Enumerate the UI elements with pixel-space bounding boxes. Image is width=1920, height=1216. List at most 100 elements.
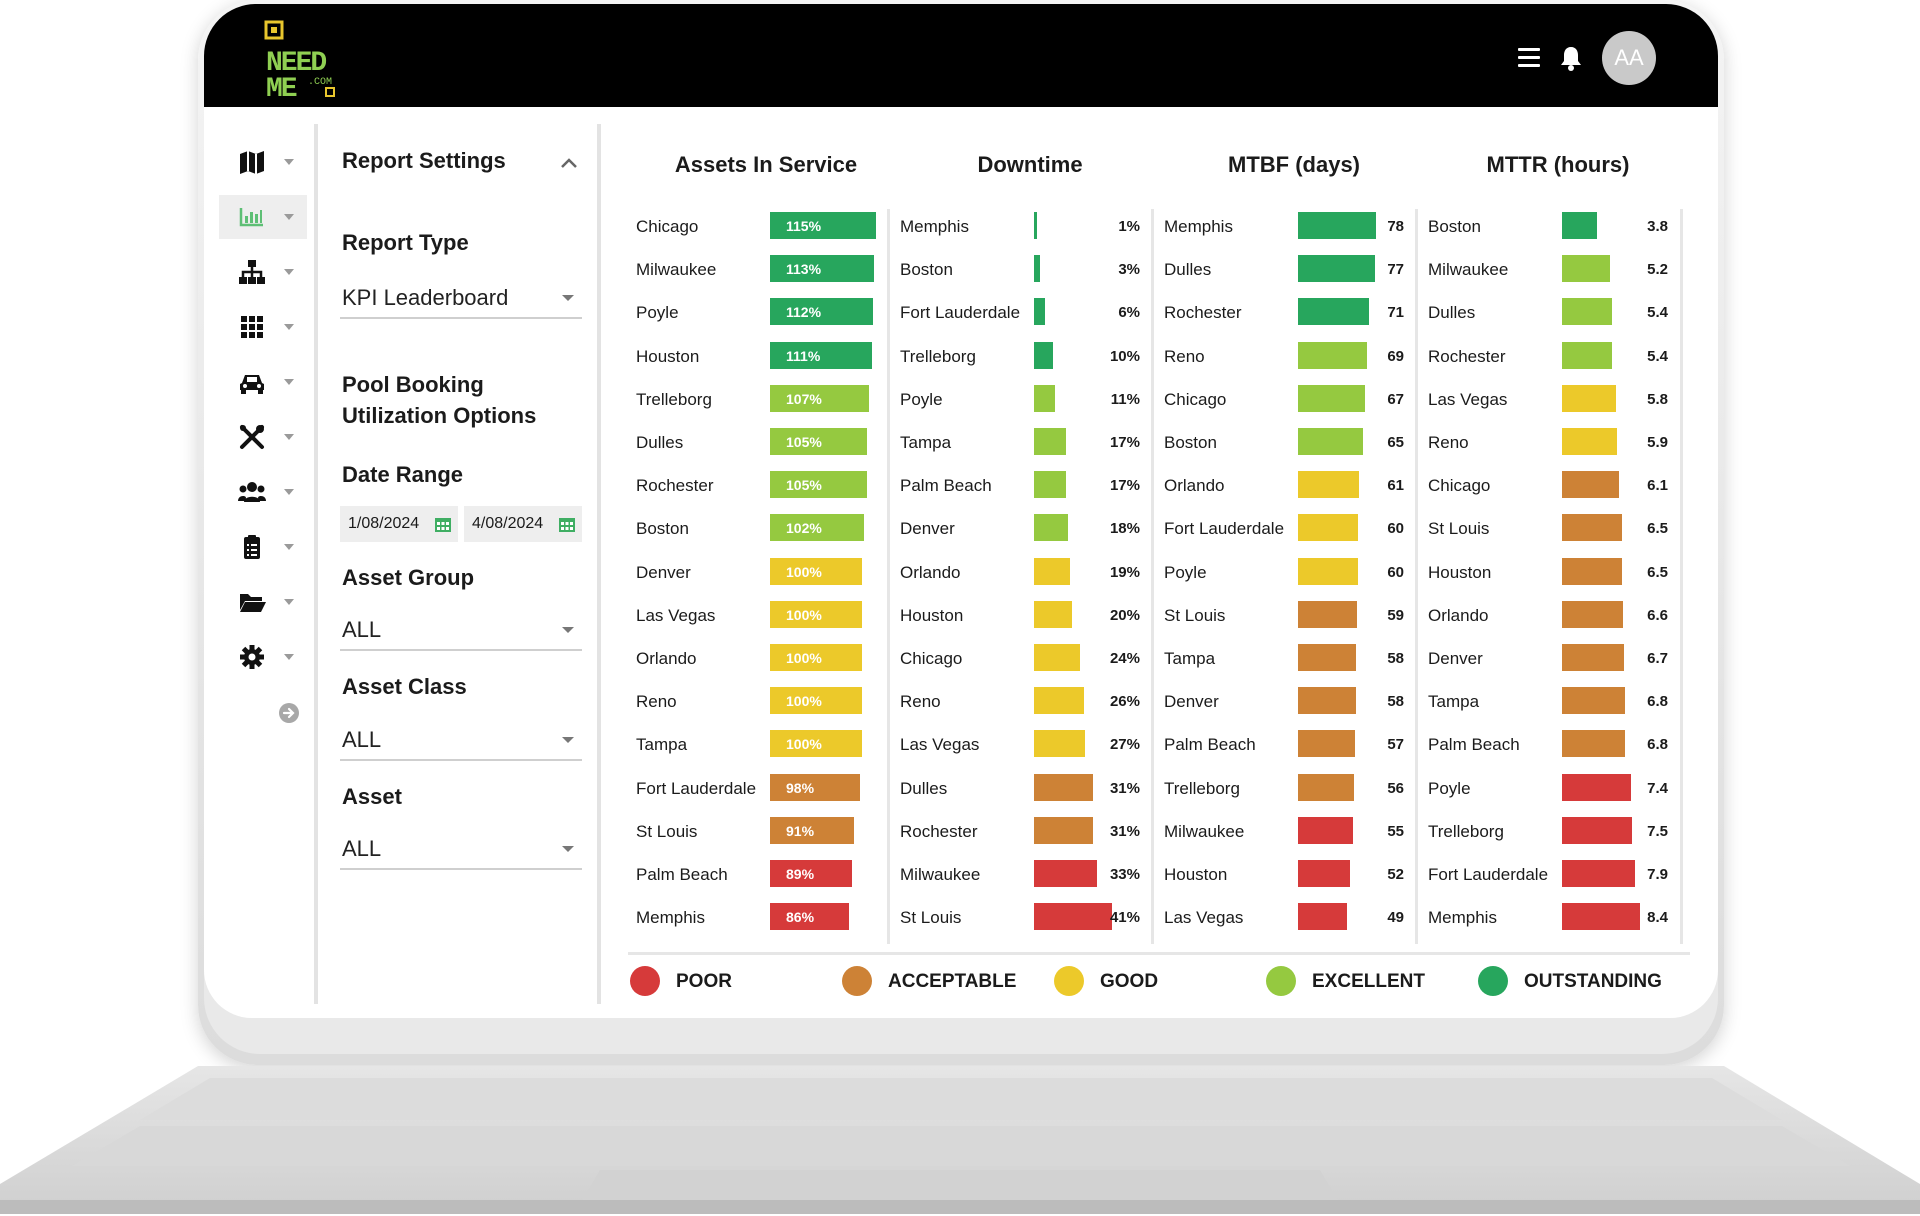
date-end-field[interactable]: 4/08/2024 (464, 506, 582, 542)
leaderboard-row: Tampa 6.8 (1418, 684, 1682, 727)
value-label: 41% (1109, 909, 1140, 927)
downtime-board: Memphis 1% Boston 3% Fort Lauderdale 6% Trelle… (890, 209, 1154, 944)
kpi-bar (1298, 903, 1347, 931)
city-label: St Louis (1428, 519, 1490, 539)
chevron-up-icon[interactable] (560, 157, 578, 169)
value-label: 115% (786, 218, 822, 234)
leaderboard-row: Boston 102% (626, 511, 890, 554)
rail-item-map[interactable] (219, 140, 307, 184)
city-label: Orlando (1428, 605, 1489, 625)
grid-icon (241, 316, 263, 338)
bell-icon[interactable] (1558, 44, 1584, 72)
leaderboard-row: Palm Beach 57 (1154, 727, 1418, 770)
leaderboard-row: Memphis 8.4 (1418, 900, 1682, 943)
value-label: 57 (1387, 736, 1404, 754)
city-label: Fort Lauderdale (1164, 519, 1285, 539)
svg-text:.COM: .COM (308, 77, 332, 88)
chevron-down-icon (284, 379, 294, 385)
city-label: Tampa (1428, 692, 1480, 712)
rail-item-vehicles[interactable] (219, 360, 307, 404)
kpi-bar (1034, 816, 1093, 844)
rail-item-hierarchy[interactable] (219, 250, 307, 294)
value-label: 55 (1387, 822, 1404, 840)
rail-item-reports[interactable] (219, 195, 307, 239)
leaderboard-row: St Louis 59 (1154, 598, 1418, 641)
value-label: 77 (1387, 261, 1404, 279)
kpi-bar: 100% (770, 557, 863, 585)
value-label: 7.9 (1647, 866, 1668, 883)
asset-group-select[interactable]: ALL (340, 609, 582, 651)
city-label: Las Vegas (1164, 908, 1244, 928)
leaderboard-row: Denver 100% (626, 555, 890, 598)
leaderboard-row: Tampa 100% (626, 727, 890, 770)
kpi-bar (1034, 644, 1080, 671)
kpi-bar (1298, 341, 1367, 369)
rail-item-maintenance[interactable] (219, 415, 307, 459)
rail-item-grid[interactable] (219, 305, 307, 349)
kpi-bar: 100% (770, 600, 863, 628)
city-label: Fort Lauderdale (900, 303, 1021, 323)
leaderboard-row: Chicago 115% (626, 209, 890, 252)
value-label: 100% (786, 606, 822, 623)
value-label: 31% (1109, 779, 1140, 797)
chevron-down-icon (284, 544, 294, 550)
kpi-bar (1034, 860, 1097, 887)
city-label: Memphis (1428, 908, 1497, 928)
city-label: Houston (636, 346, 700, 366)
user-avatar[interactable]: AA (1602, 31, 1656, 85)
city-label: Palm Beach (636, 865, 728, 884)
kpi-bar (1034, 687, 1084, 715)
hamburger-menu-icon[interactable] (1518, 48, 1540, 68)
date-start-value: 1/08/2024 (348, 515, 420, 532)
leaderboard-row: Poyle 60 (1154, 555, 1418, 598)
leaderboard-row: Fort Lauderdale 6% (890, 295, 1154, 338)
leaderboard-row: Fort Lauderdale 7.9 (1418, 857, 1682, 900)
leaderboard-row: Houston 111% (626, 339, 890, 382)
leaderboard-row: Rochester 71 (1154, 295, 1418, 338)
city-label: Boston (636, 519, 689, 539)
value-label: 58 (1387, 650, 1404, 667)
leaderboard-row: Las Vegas 27% (890, 727, 1154, 770)
leaderboard-row: Memphis 1% (890, 209, 1154, 252)
leaderboard-row: Poyle 7.4 (1418, 771, 1682, 814)
legend-dot (1266, 966, 1296, 996)
asset-class-select[interactable]: ALL (340, 719, 582, 761)
rail-item-files[interactable] (219, 580, 307, 624)
rail-item-settings[interactable] (219, 635, 307, 679)
asset-select[interactable]: ALL (340, 828, 582, 870)
city-label: Dulles (1428, 303, 1476, 323)
kpi-bar (1298, 212, 1376, 239)
value-label: 6.5 (1647, 520, 1668, 538)
kpi-bar: 111% (770, 341, 873, 369)
needme-logo[interactable]: NEED ME .COM (264, 20, 340, 100)
report-type-select[interactable]: KPI Leaderboard (340, 277, 582, 319)
value-label: 6.5 (1647, 563, 1668, 581)
column-title-mttr: MTTR (hours) (1486, 152, 1630, 177)
kpi-bar (1034, 298, 1046, 326)
value-label: 33% (1109, 866, 1140, 883)
value-label: 5.4 (1647, 347, 1668, 365)
kpi-bar (1298, 816, 1353, 844)
kpi-bar (1562, 687, 1626, 715)
legend-label: OUTSTANDING (1524, 971, 1662, 992)
kpi-bar (1034, 773, 1093, 801)
city-label: Orlando (636, 649, 697, 668)
leaderboard-row: Milwaukee 33% (890, 857, 1154, 900)
leaderboard-row: Dulles 77 (1154, 252, 1418, 295)
city-label: St Louis (636, 821, 698, 841)
leaderboard-row: Denver 58 (1154, 684, 1418, 727)
value-label: 107% (786, 390, 822, 407)
city-label: Dulles (636, 433, 684, 452)
rail-item-users[interactable] (219, 470, 307, 514)
arrow-right-icon[interactable] (279, 703, 299, 723)
date-start-field[interactable]: 1/08/2024 (340, 506, 458, 542)
leaderboard-row: Orlando 19% (890, 555, 1154, 598)
kpi-bar (1562, 903, 1640, 931)
leaderboard-row: Boston 65 (1154, 425, 1418, 468)
car-icon (240, 375, 264, 394)
rail-item-tasks[interactable] (219, 525, 307, 569)
kpi-bar (1562, 860, 1636, 887)
city-label: Dulles (900, 778, 948, 798)
value-label: 18% (1109, 520, 1140, 538)
tools-icon (240, 425, 264, 449)
